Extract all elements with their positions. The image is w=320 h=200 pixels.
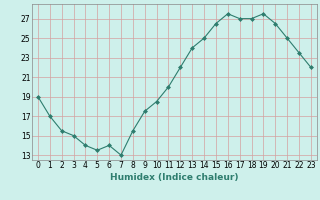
X-axis label: Humidex (Indice chaleur): Humidex (Indice chaleur)	[110, 173, 239, 182]
